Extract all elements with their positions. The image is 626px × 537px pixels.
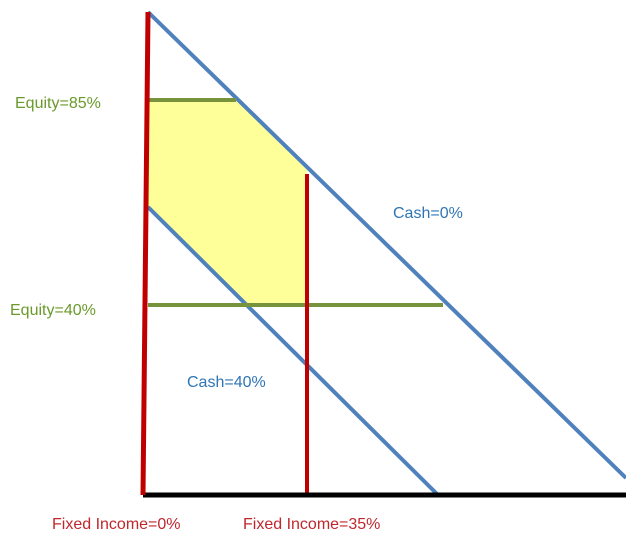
fixed-income-label: Fixed Income=0% (52, 516, 181, 533)
feasible-region (148, 100, 307, 305)
cash-label: Cash=0% (393, 205, 463, 222)
fixed-income-0-line (140, 11, 151, 496)
cash-forty-line (146, 205, 440, 497)
equity-label: Equity=40% (10, 302, 96, 319)
fixed-income-label: Fixed Income=35% (243, 516, 380, 533)
cash-label: Cash=40% (187, 374, 266, 391)
cash-zero-line (146, 10, 626, 480)
equity-label: Equity=85% (15, 95, 101, 112)
